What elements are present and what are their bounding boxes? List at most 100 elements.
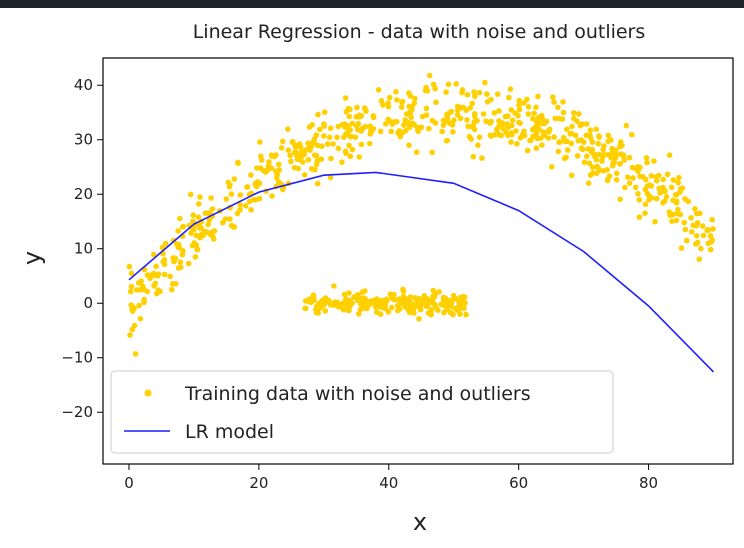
data-point	[253, 165, 260, 171]
data-point	[375, 87, 382, 93]
data-point	[188, 224, 195, 231]
data-point	[444, 137, 451, 144]
data-point	[196, 201, 202, 207]
data-point	[617, 143, 623, 150]
data-point	[503, 129, 509, 135]
data-point	[674, 210, 681, 217]
data-point	[690, 222, 697, 229]
data-point	[153, 263, 159, 270]
data-point	[531, 110, 537, 117]
y-tick-label: −20	[61, 403, 93, 421]
data-point	[222, 216, 229, 222]
data-point	[507, 86, 514, 92]
data-point	[324, 141, 331, 147]
data-point	[415, 127, 421, 134]
data-point	[335, 145, 342, 152]
window-top-bar	[0, 0, 744, 8]
outlier-point	[404, 304, 410, 311]
data-point	[129, 308, 136, 314]
data-point	[429, 117, 436, 124]
data-point	[385, 116, 392, 123]
data-point	[399, 98, 406, 105]
data-point	[327, 125, 334, 132]
data-point	[513, 128, 519, 134]
data-point	[693, 241, 699, 247]
outlier-point	[302, 305, 308, 312]
data-point	[192, 254, 199, 260]
data-point	[568, 140, 575, 147]
data-point	[227, 216, 233, 222]
data-point	[508, 130, 514, 136]
data-point	[141, 296, 147, 303]
data-point	[525, 111, 532, 117]
data-point	[540, 129, 546, 135]
data-point	[327, 174, 334, 181]
data-point	[595, 165, 601, 171]
data-point	[426, 72, 433, 79]
data-point	[483, 118, 489, 124]
data-point	[260, 167, 267, 174]
data-point	[601, 143, 607, 149]
legend-marker-training	[144, 389, 152, 397]
outlier-point	[375, 303, 381, 310]
data-point	[432, 85, 439, 92]
data-point	[678, 245, 685, 251]
outlier-point	[382, 305, 389, 312]
outlier-point	[462, 300, 468, 306]
data-point	[126, 263, 133, 270]
data-point	[173, 281, 179, 287]
data-point	[508, 107, 515, 113]
data-point	[502, 113, 509, 120]
data-point	[407, 109, 413, 116]
data-point	[581, 159, 588, 166]
data-point	[707, 233, 714, 239]
data-point	[568, 172, 575, 179]
data-point	[412, 95, 418, 102]
data-point	[660, 200, 666, 206]
outlier-point	[368, 298, 374, 305]
data-point	[162, 240, 169, 247]
data-point	[585, 146, 591, 152]
data-point	[343, 150, 349, 156]
data-point	[621, 157, 627, 163]
data-point	[636, 214, 643, 220]
data-point	[629, 131, 635, 138]
data-point	[291, 164, 298, 171]
data-point	[290, 138, 296, 145]
data-point	[191, 240, 197, 246]
data-point	[644, 183, 651, 189]
data-point	[175, 228, 181, 234]
data-point	[335, 123, 342, 130]
data-point	[161, 256, 168, 263]
data-point	[569, 123, 575, 130]
data-point	[406, 124, 413, 131]
data-point	[321, 133, 327, 139]
data-point	[208, 195, 214, 201]
data-point	[433, 99, 439, 106]
data-point	[311, 152, 318, 158]
outlier-point	[410, 301, 417, 308]
data-point	[506, 94, 512, 101]
outlier-point	[387, 291, 394, 298]
data-point	[190, 212, 196, 218]
data-point	[150, 251, 157, 258]
data-point	[693, 233, 700, 239]
data-point	[709, 216, 715, 223]
data-point	[445, 111, 452, 117]
data-point	[625, 174, 631, 180]
outlier-point	[452, 306, 459, 312]
data-point	[496, 108, 502, 114]
data-point	[439, 128, 446, 135]
outlier-point	[411, 310, 417, 316]
data-point	[272, 168, 279, 174]
data-point	[572, 132, 579, 139]
outlier-point	[342, 300, 348, 307]
data-point	[300, 159, 306, 165]
data-point	[689, 229, 695, 235]
data-point	[560, 134, 567, 141]
data-point	[509, 117, 516, 123]
data-point	[319, 143, 325, 149]
data-point	[445, 81, 452, 88]
data-point	[188, 230, 194, 236]
